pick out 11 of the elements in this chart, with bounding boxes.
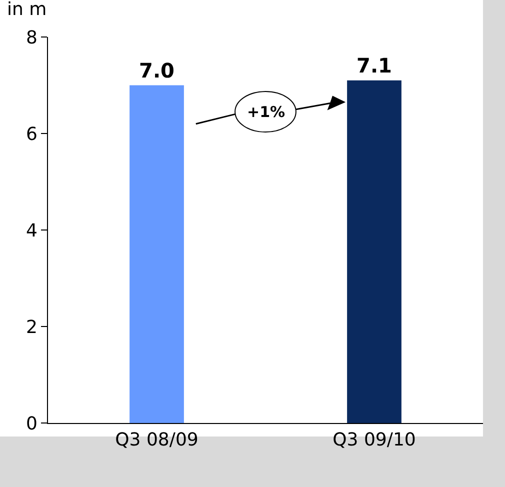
annotation: +1% [247, 103, 286, 121]
y-tick-label: 8 [26, 27, 38, 48]
y-tick-label: 6 [26, 124, 38, 145]
y-tick-label: 2 [26, 316, 38, 338]
x-tick-label: Q3 09/10 [332, 430, 416, 451]
y-tick-label: 4 [26, 220, 38, 242]
x-tick-label: Q3 08/09 [115, 430, 198, 451]
data-label: 7.0 [139, 58, 174, 82]
data-label: 7.1 [356, 53, 392, 78]
y-axis-title: in m [7, 0, 47, 20]
y-tick-label: 0 [26, 413, 38, 434]
